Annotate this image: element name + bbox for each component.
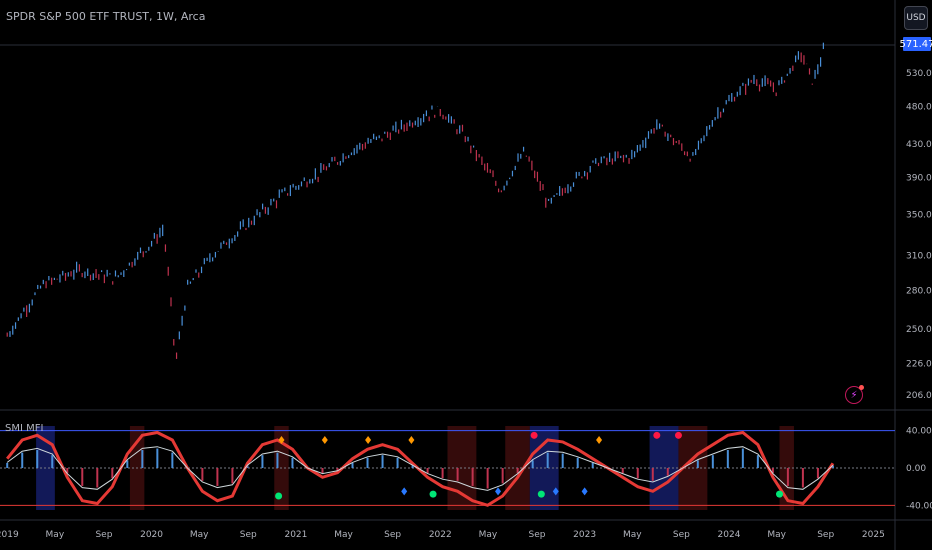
price-tick-label: 530.00 bbox=[906, 69, 932, 79]
signal-dot bbox=[776, 490, 784, 498]
signal-diamond bbox=[581, 487, 588, 496]
time-tick-label: Sep bbox=[240, 530, 257, 540]
signal-dot bbox=[674, 431, 682, 439]
signal-diamond bbox=[596, 436, 603, 444]
osc-tick-label: 40.00 bbox=[906, 427, 932, 437]
time-tick-label: May bbox=[46, 530, 65, 540]
signal-diamond bbox=[401, 487, 408, 496]
time-tick-label: Sep bbox=[95, 530, 112, 540]
time-tick-label: May bbox=[334, 530, 353, 540]
time-tick-label: 2024 bbox=[718, 530, 741, 540]
price-tick-label: 226.00 bbox=[906, 359, 932, 369]
signal-diamond bbox=[552, 487, 559, 496]
time-tick-label: Sep bbox=[817, 530, 834, 540]
time-tick-label: 2020 bbox=[140, 530, 163, 540]
price-tick-label: 480.00 bbox=[906, 103, 932, 113]
time-tick-label: May bbox=[767, 530, 786, 540]
lightning-bolt-icon[interactable]: ⚡ bbox=[845, 385, 864, 404]
time-tick-label: May bbox=[623, 530, 642, 540]
signal-diamond bbox=[408, 436, 415, 444]
time-tick-label: 2021 bbox=[284, 530, 307, 540]
price-tick-label: 350.00 bbox=[906, 210, 932, 220]
signal-diamond bbox=[278, 436, 285, 444]
time-tick-label: May bbox=[479, 530, 498, 540]
signal-dot bbox=[537, 490, 545, 498]
price-tick-label: 430.00 bbox=[906, 140, 932, 150]
signal-diamond bbox=[365, 436, 372, 444]
time-tick-label: 2025 bbox=[862, 530, 885, 540]
time-tick-label: Sep bbox=[529, 530, 546, 540]
time-tick-label: 2023 bbox=[573, 530, 596, 540]
price-tick-label: 310.00 bbox=[906, 252, 932, 262]
signal-dot bbox=[530, 431, 538, 439]
time-tick-label: 2019 bbox=[0, 530, 19, 540]
indicator-title: SMI MFI bbox=[5, 423, 44, 434]
price-tick-label: 280.00 bbox=[906, 286, 932, 296]
smi-line bbox=[6, 430, 835, 507]
price-tick-label: 390.00 bbox=[906, 173, 932, 183]
signal-dot bbox=[429, 490, 437, 498]
currency-button[interactable]: USD bbox=[904, 6, 928, 30]
osc-tick-label: -40.00 bbox=[906, 501, 932, 511]
osc-tick-label: 0.00 bbox=[906, 464, 926, 474]
time-tick-label: May bbox=[190, 530, 209, 540]
last-price-label: 571.47 bbox=[899, 37, 932, 51]
signal-dot bbox=[275, 492, 283, 500]
time-tick-label: 2022 bbox=[429, 530, 452, 540]
signal-line bbox=[6, 446, 834, 491]
chart-title: SPDR S&P 500 ETF TRUST, 1W, Arca bbox=[6, 10, 206, 23]
time-tick-label: Sep bbox=[384, 530, 401, 540]
price-tick-label: 206.00 bbox=[906, 391, 932, 401]
signal-zone bbox=[779, 426, 794, 510]
price-tick-label: 250.00 bbox=[906, 325, 932, 335]
signal-diamond bbox=[321, 436, 328, 444]
signal-dot bbox=[653, 431, 661, 439]
signal-diamond bbox=[495, 487, 502, 496]
time-tick-label: Sep bbox=[673, 530, 690, 540]
